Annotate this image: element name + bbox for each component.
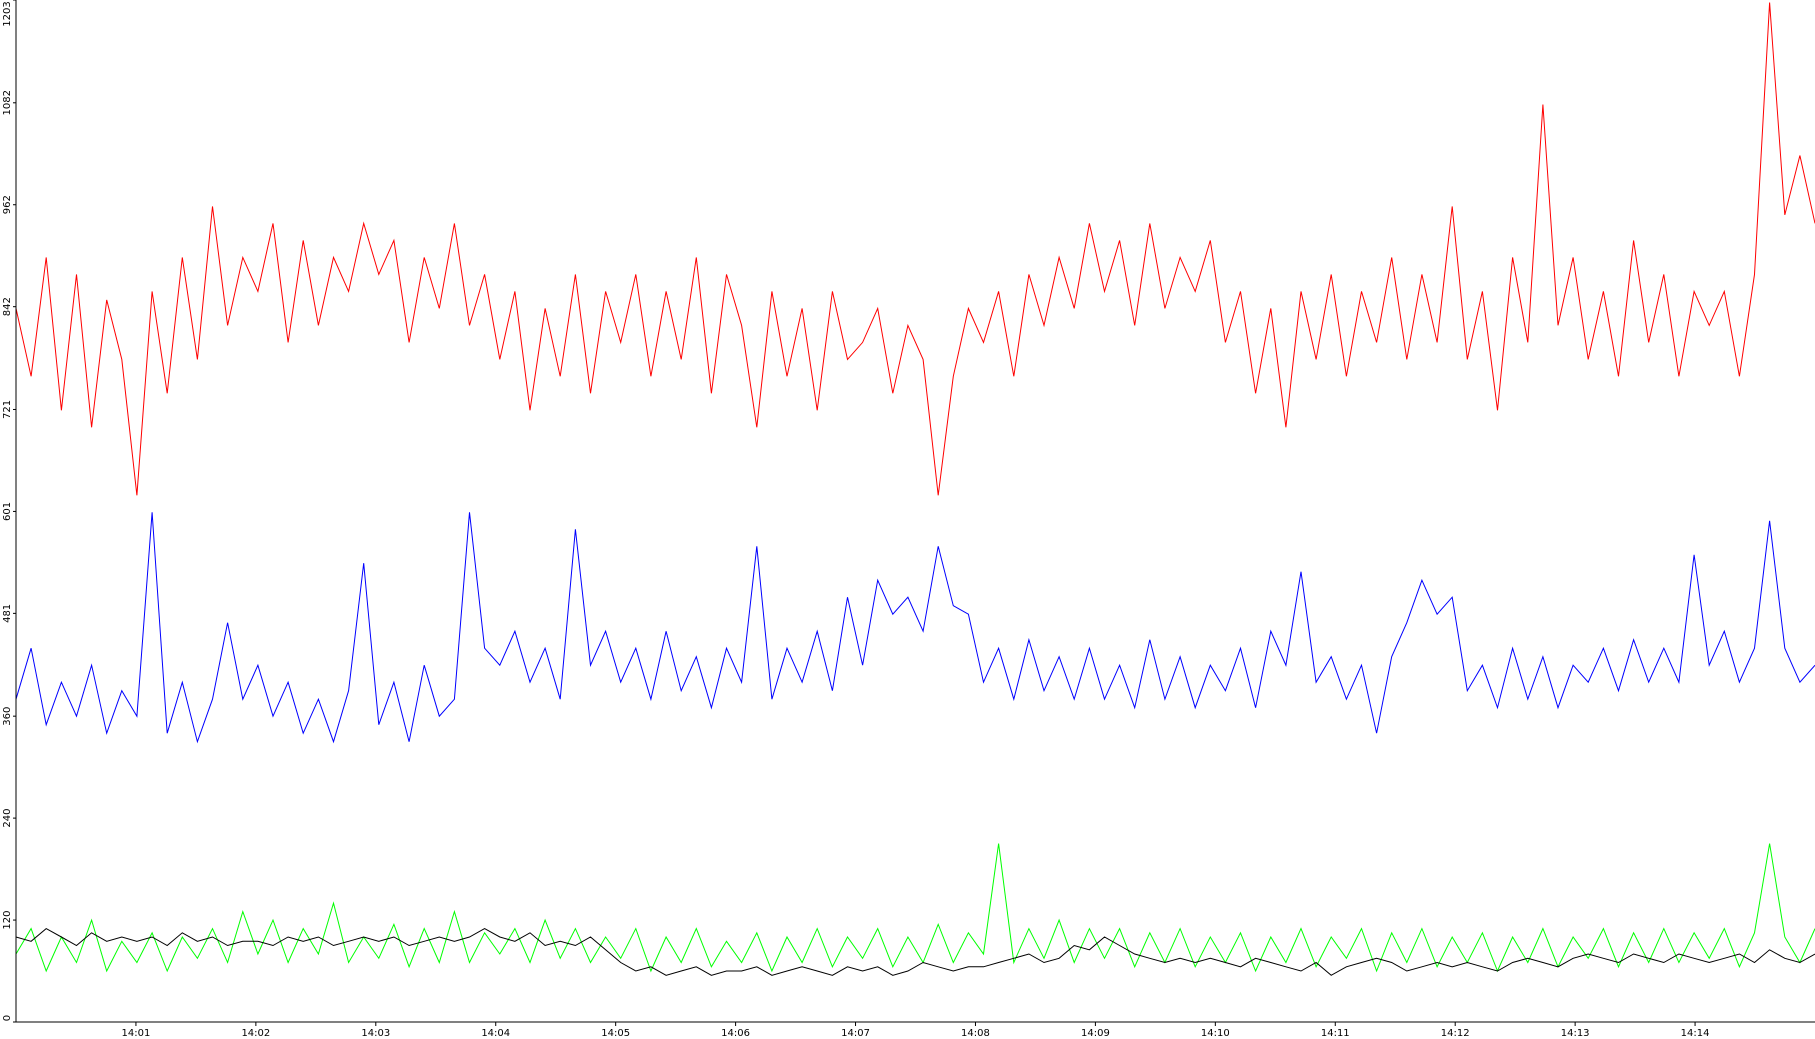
y-tick-label: 842 [2, 297, 13, 316]
x-tick-label: 14:08 [961, 1028, 990, 1039]
y-tick-label: 240 [2, 809, 13, 828]
x-tick-label: 14:10 [1201, 1028, 1230, 1039]
x-tick-label: 14:14 [1681, 1028, 1710, 1039]
x-tick-label: 14:06 [721, 1028, 750, 1039]
x-tick-label: 14:05 [601, 1028, 630, 1039]
x-tick-label: 14:01 [122, 1028, 151, 1039]
x-tick-label: 14:11 [1321, 1028, 1350, 1039]
x-tick-label: 14:03 [361, 1028, 390, 1039]
y-tick-label: 0 [2, 1015, 13, 1021]
y-tick-label: 120 [2, 911, 13, 930]
series-line [15, 512, 1815, 744]
y-tick-label: 1082 [2, 90, 13, 115]
y-tick-label: 360 [2, 707, 13, 726]
series-line [15, 2, 1815, 496]
y-tick-label: 721 [2, 400, 13, 419]
x-tick-label: 14:04 [481, 1028, 510, 1039]
x-tick-label: 14:12 [1441, 1028, 1470, 1039]
y-tick-label: 481 [2, 604, 13, 623]
y-tick-label: 1203 [2, 1, 13, 26]
x-tick-label: 14:07 [841, 1028, 870, 1039]
y-tick-label: 962 [2, 195, 13, 214]
x-tick-label: 14:13 [1561, 1028, 1590, 1039]
x-tick-label: 14:09 [1081, 1028, 1110, 1039]
series-line [15, 927, 1815, 976]
series-line [15, 843, 1815, 973]
x-tick-label: 14:02 [241, 1028, 270, 1039]
y-tick-label: 601 [2, 502, 13, 521]
